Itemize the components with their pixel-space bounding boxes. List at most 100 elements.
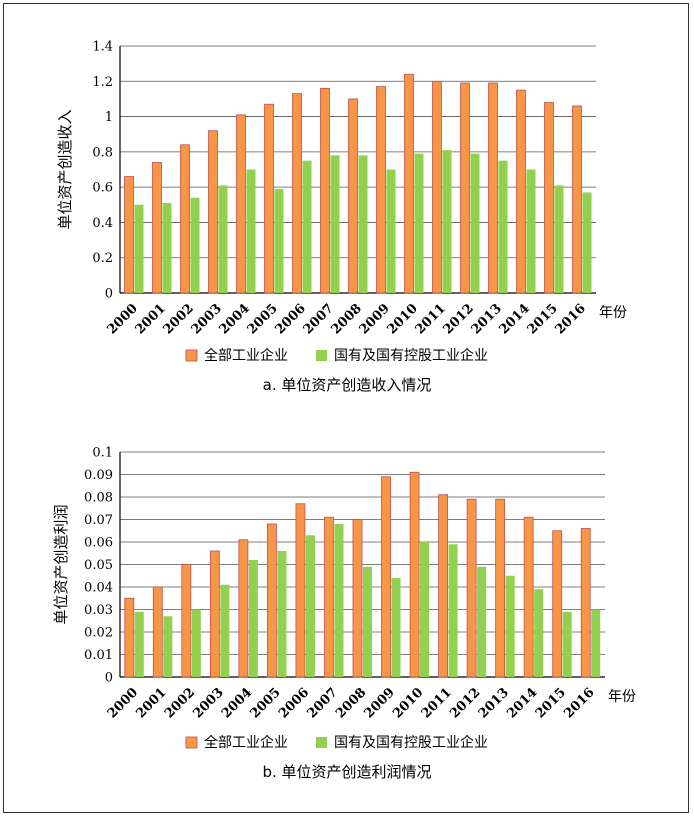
bar-state-owned-2007 bbox=[330, 155, 340, 293]
x-tick-label: 2015 bbox=[533, 685, 569, 721]
x-tick-label: 2014 bbox=[504, 685, 540, 721]
y-tick-label: 0.2 bbox=[92, 251, 113, 266]
y-tick-label: 1.2 bbox=[92, 75, 113, 90]
x-tick-label: 2007 bbox=[305, 685, 341, 721]
x-tick-label: 2005 bbox=[245, 301, 281, 337]
bar-state-owned-2008 bbox=[363, 566, 372, 677]
legend-swatch-state-owned bbox=[316, 737, 327, 748]
x-tick-label: 2002 bbox=[161, 301, 197, 337]
bar-all-industry-2000 bbox=[124, 176, 134, 294]
legend-label: 国有及国有控股工业企业 bbox=[334, 347, 488, 364]
bar-state-owned-2016 bbox=[582, 192, 592, 293]
bar-all-industry-2000 bbox=[124, 597, 135, 678]
x-tick-label: 2009 bbox=[362, 685, 398, 721]
bar-all-industry-2012 bbox=[460, 82, 470, 294]
y-tick-label: 0.05 bbox=[84, 558, 113, 573]
y-tick-label: 0.03 bbox=[84, 603, 113, 618]
y-tick-label: 0.8 bbox=[92, 145, 113, 160]
bar-all-industry-2006 bbox=[295, 503, 306, 678]
y-tick-label: 0.06 bbox=[84, 536, 113, 551]
x-axis-label: 年份 bbox=[599, 305, 627, 321]
x-axis-label: 年份 bbox=[608, 689, 636, 705]
x-tick-label: 2012 bbox=[441, 301, 477, 337]
bar-all-industry-2015 bbox=[552, 530, 563, 678]
bar-state-owned-2014 bbox=[526, 169, 536, 293]
x-tick-label: 2001 bbox=[133, 301, 169, 337]
bar-state-owned-2011 bbox=[442, 150, 452, 293]
x-tick-label: 2004 bbox=[217, 301, 253, 337]
bar-state-owned-2000 bbox=[134, 204, 144, 293]
legend-label: 全部工业企业 bbox=[204, 347, 288, 364]
bar-all-industry-2012 bbox=[466, 498, 477, 678]
x-tick-label: 2014 bbox=[497, 301, 533, 337]
bar-state-owned-2012 bbox=[470, 153, 480, 293]
x-tick-label: 2008 bbox=[329, 301, 365, 337]
x-tick-label: 2010 bbox=[385, 301, 421, 337]
x-tick-label: 2010 bbox=[390, 685, 426, 721]
y-tick-label: 0.1 bbox=[92, 446, 113, 461]
bar-all-industry-2004 bbox=[236, 114, 246, 294]
bar-all-industry-2014 bbox=[523, 516, 534, 678]
x-tick-label: 2007 bbox=[301, 301, 337, 337]
bar-all-industry-2016 bbox=[572, 105, 582, 294]
bar-all-industry-2007 bbox=[324, 516, 334, 678]
x-tick-label: 2004 bbox=[219, 685, 255, 721]
x-tick-label: 2016 bbox=[553, 301, 589, 337]
bar-state-owned-2001 bbox=[162, 203, 172, 293]
bar-state-owned-2012 bbox=[477, 566, 487, 677]
chart-caption: b. 单位资产创造利润情况 bbox=[262, 763, 431, 781]
x-tick-label: 2002 bbox=[162, 685, 198, 721]
bar-all-industry-2002 bbox=[181, 564, 192, 678]
y-tick-label: 1.4 bbox=[92, 40, 113, 55]
bar-state-owned-2002 bbox=[191, 609, 201, 677]
bar-state-owned-2004 bbox=[248, 560, 258, 677]
bar-all-industry-2004 bbox=[238, 539, 249, 678]
y-tick-label: 0.02 bbox=[84, 626, 113, 641]
x-tick-label: 2003 bbox=[190, 685, 226, 721]
bar-state-owned-2001 bbox=[163, 616, 173, 677]
y-tick-label: 0.01 bbox=[84, 648, 113, 663]
y-tick-label: 0.04 bbox=[84, 581, 113, 596]
bar-state-owned-2003 bbox=[220, 584, 230, 677]
bar-state-owned-2006 bbox=[302, 160, 312, 293]
bar-state-owned-2013 bbox=[498, 160, 508, 293]
bar-state-owned-2007 bbox=[334, 524, 344, 677]
y-tick-label: 0.4 bbox=[92, 216, 113, 231]
y-tick-label: 0.6 bbox=[92, 181, 113, 196]
bar-state-owned-2005 bbox=[277, 551, 287, 677]
bar-all-industry-2001 bbox=[152, 162, 162, 294]
legend-swatch-all-industry bbox=[185, 349, 198, 362]
x-tick-label: 2009 bbox=[357, 301, 393, 337]
legend-label: 全部工业企业 bbox=[204, 734, 288, 751]
bar-state-owned-2016 bbox=[591, 609, 601, 677]
y-tick-label: 0.07 bbox=[84, 513, 113, 528]
y-tick-label: 0.08 bbox=[84, 491, 113, 506]
bar-all-industry-2005 bbox=[267, 523, 277, 678]
bar-state-owned-2013 bbox=[505, 575, 515, 677]
chart-a: 0 0.2 0.4 0.6 0.8 1 1.2 1.4 单位资产创造收入 200020012002… bbox=[56, 40, 627, 395]
y-axis-label: 单位资产创造利润 bbox=[52, 504, 70, 624]
bar-state-owned-2009 bbox=[386, 169, 396, 293]
y-tick-label: 0.09 bbox=[84, 468, 113, 483]
legend-swatch-all-industry bbox=[185, 736, 198, 749]
bar-state-owned-2008 bbox=[358, 155, 368, 293]
bar-state-owned-2010 bbox=[420, 542, 430, 677]
x-tick-label: 2000 bbox=[105, 301, 141, 337]
bar-all-industry-2009 bbox=[376, 86, 386, 294]
bar-all-industry-2013 bbox=[495, 498, 506, 678]
bar-all-industry-2013 bbox=[488, 82, 498, 294]
x-tick-label: 2013 bbox=[476, 685, 512, 721]
bar-state-owned-2003 bbox=[218, 185, 228, 293]
bar-all-industry-2003 bbox=[208, 130, 218, 294]
bar-state-owned-2002 bbox=[190, 197, 200, 293]
y-tick-label: 1 bbox=[105, 110, 113, 125]
bar-all-industry-2010 bbox=[409, 471, 420, 678]
bar-all-industry-2011 bbox=[438, 494, 448, 678]
bar-all-industry-2016 bbox=[580, 528, 591, 678]
bar-all-industry-2008 bbox=[352, 519, 363, 678]
bar-state-owned-2006 bbox=[305, 535, 315, 677]
bar-state-owned-2011 bbox=[448, 544, 458, 677]
bar-all-industry-2011 bbox=[432, 80, 442, 294]
bar-state-owned-2004 bbox=[246, 169, 256, 293]
chart-caption: a. 单位资产创造收入情况 bbox=[263, 376, 432, 394]
